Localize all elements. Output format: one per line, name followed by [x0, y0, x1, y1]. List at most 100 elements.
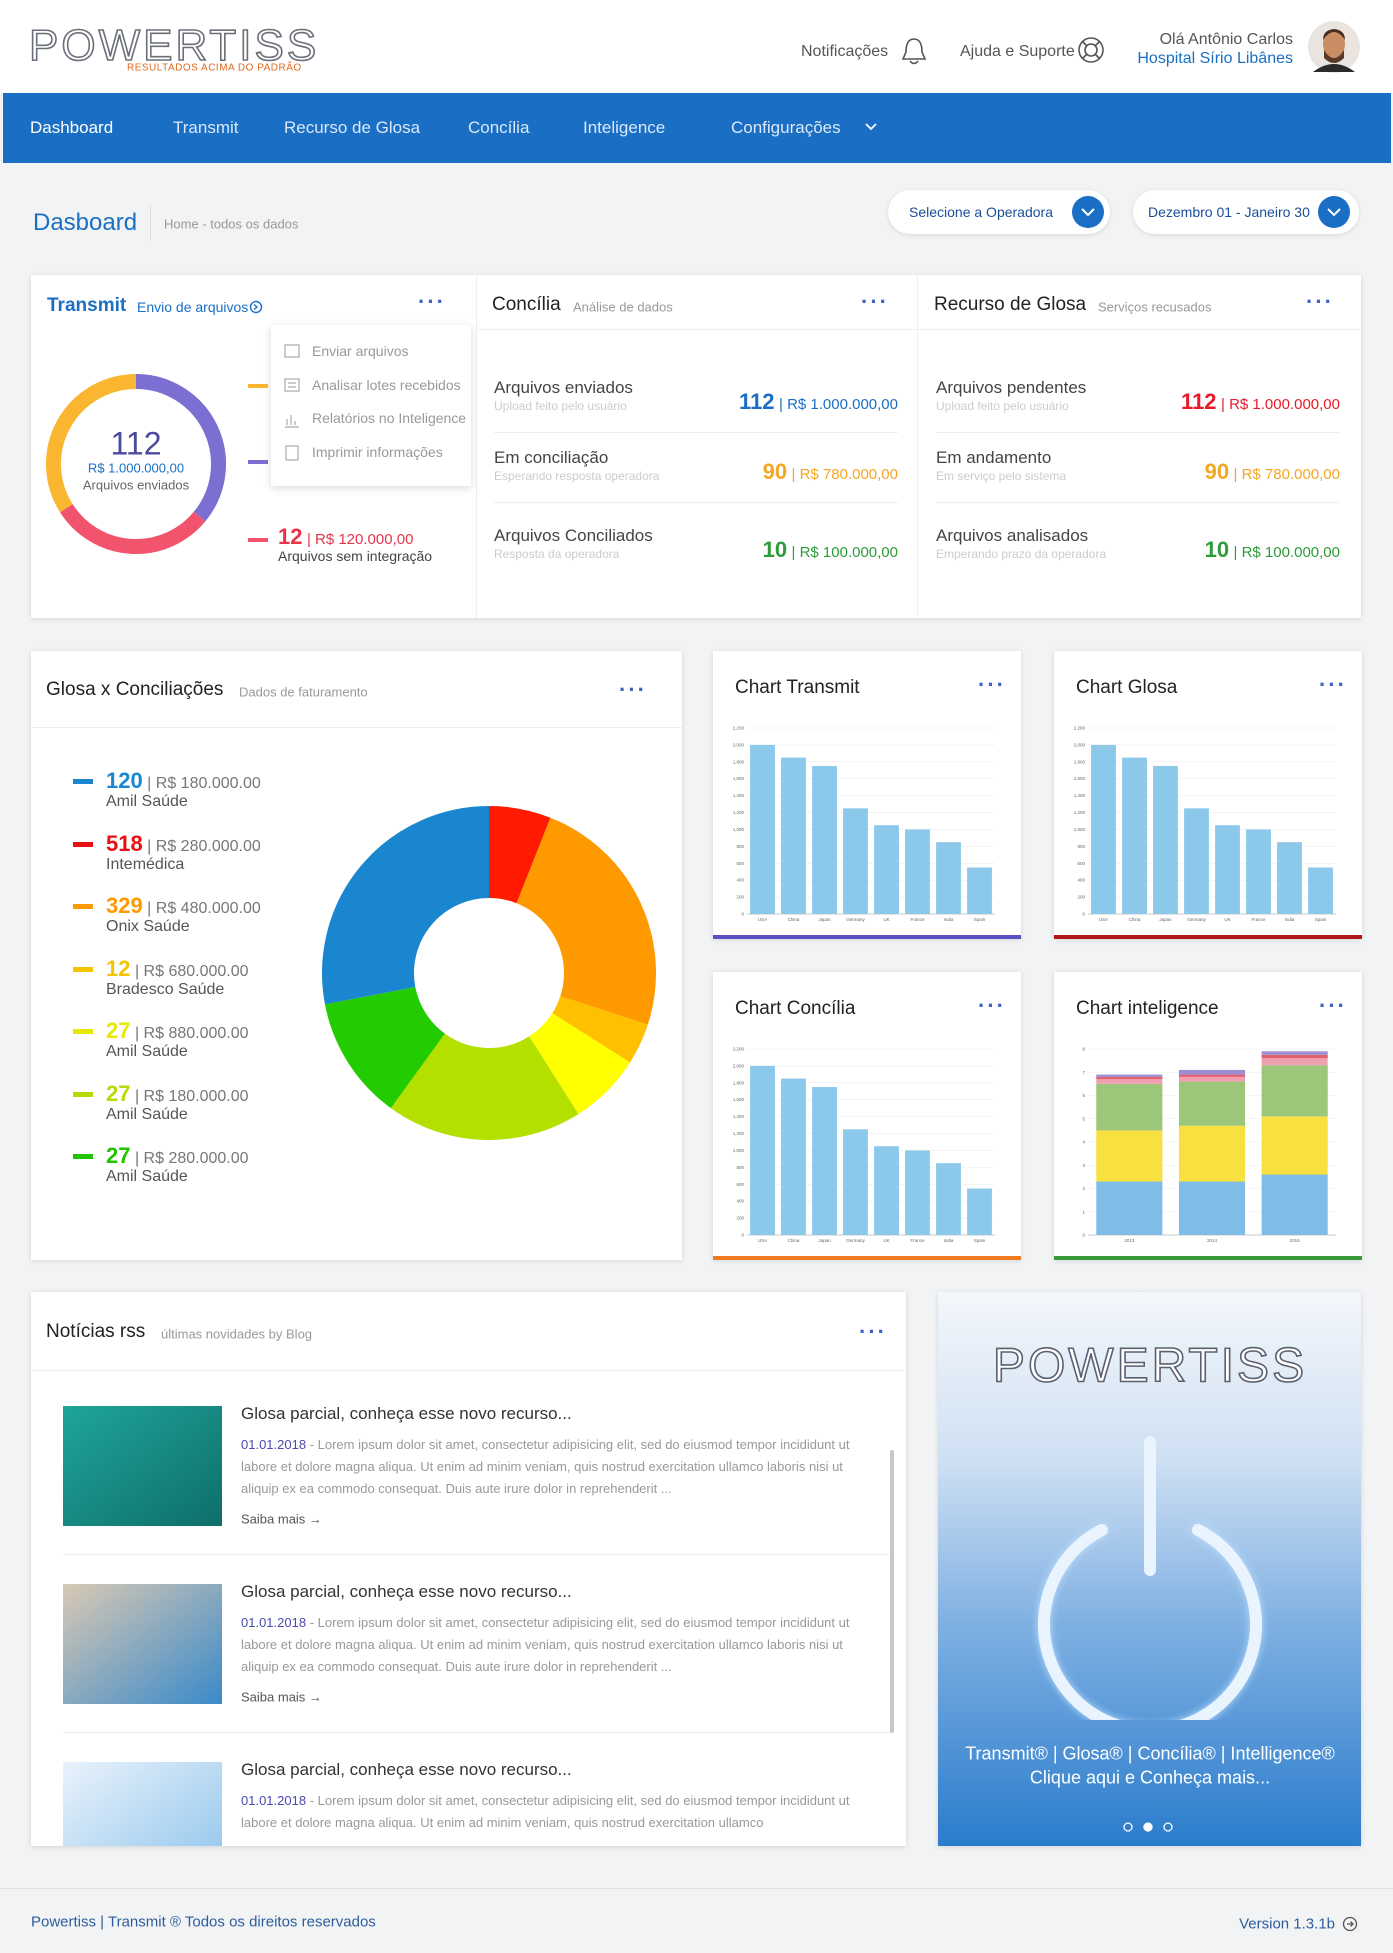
menu-item[interactable]: Imprimir informações [312, 444, 443, 460]
more-button[interactable]: ··· [418, 289, 446, 315]
carousel-dots[interactable] [1120, 1820, 1180, 1834]
row-label: Arquivos Conciliados [494, 526, 653, 545]
nav-item[interactable]: Inteligence [583, 118, 666, 137]
notifications[interactable]: Notificações [801, 43, 889, 60]
bar [781, 1078, 806, 1235]
scrollbar[interactable] [890, 1450, 894, 1733]
bar-segment [1096, 1083, 1163, 1131]
bar-segment [1261, 1174, 1328, 1235]
bar [905, 829, 930, 914]
bar [967, 1188, 992, 1235]
more-button[interactable]: ··· [1306, 289, 1334, 315]
chart-title: Chart inteligence [1076, 998, 1219, 1019]
row-value: 90 | R$ 780.000,00 [1205, 459, 1340, 485]
bar [905, 1150, 930, 1235]
legend-line: 12 | R$ 120.000,00 [278, 524, 413, 550]
header [0, 0, 1393, 93]
mini-chart: 0 1 2 3 4 5 6 7 8 2013 2014 2015 [1082, 1047, 1336, 1243]
news-date: 01.01.2018 [241, 1793, 307, 1808]
nav-item[interactable]: Dashboard [30, 118, 114, 137]
nav-item[interactable]: Concília [468, 118, 530, 137]
row-count: 90 [762, 459, 788, 484]
hospital: Hospital Sírio Libânes [1137, 50, 1293, 67]
menu-item[interactable]: Analisar lotes recebidos [312, 377, 461, 393]
news-link[interactable]: Saiba mais → [241, 1511, 322, 1527]
version-icon[interactable] [1342, 1916, 1358, 1932]
menu-item[interactable]: Enviar arquivos [312, 343, 409, 359]
x-tick-label: Germany [1187, 917, 1206, 922]
help[interactable]: Ajuda e Suporte [960, 43, 1075, 60]
logo[interactable]: POWERTISS [28, 20, 320, 71]
legend-amount: | R$ 680.000.00 [134, 962, 249, 980]
bell-icon[interactable] [900, 36, 928, 66]
bar-segment [1178, 1125, 1246, 1182]
card-subtitle[interactable]: Envio de arquivos [137, 299, 249, 315]
y-tick-label: 1,600 [733, 1097, 745, 1102]
avatar[interactable] [1307, 20, 1361, 74]
row-sub: Em serviço pelo sistema [936, 469, 1067, 483]
more-button[interactable]: ··· [859, 1319, 887, 1345]
x-tick-label: India [1285, 917, 1295, 922]
row-label: Em andamento [936, 448, 1052, 467]
support-icon[interactable] [1077, 36, 1105, 64]
y-tick-label: 1,000 [1074, 827, 1086, 832]
y-tick-label: 200 [736, 1216, 744, 1221]
legend-amount: | R$ 880.000.00 [134, 1025, 249, 1042]
row-amount: | R$ 780.000,00 [791, 466, 898, 483]
promo-products: Transmit® | Glosa® | Concília® | Intelli… [965, 1743, 1335, 1764]
chevron[interactable] [864, 122, 878, 132]
more-button[interactable]: ··· [1319, 993, 1347, 1019]
y-tick-label: 800 [1077, 844, 1085, 849]
image-fill [63, 1406, 222, 1526]
y-tick-label: 5 [1082, 1116, 1085, 1121]
select-button[interactable] [1071, 195, 1105, 229]
promo-cta[interactable]: Clique aqui e Conheça mais... [1029, 1767, 1271, 1788]
bar-segment [1096, 1076, 1163, 1080]
nav-item[interactable]: Recurso de Glosa [284, 118, 421, 137]
more-button[interactable]: ··· [1319, 672, 1347, 698]
summary-card [31, 275, 1361, 618]
y-tick-label: 400 [736, 1199, 744, 1204]
legend-swatch [73, 966, 93, 972]
news-date: 01.01.2018 [241, 1615, 307, 1630]
news-link[interactable]: Saiba mais → [241, 1689, 322, 1705]
legend-swatch [73, 904, 93, 909]
select-button[interactable] [1317, 195, 1351, 229]
more-button[interactable]: ··· [861, 289, 889, 315]
nav-item[interactable]: Transmit [173, 118, 239, 137]
y-tick-label: 0 [741, 1233, 744, 1238]
news-text: 01.01.2018 - Lorem ipsum dolor sit amet,… [241, 1434, 851, 1500]
y-tick-label: 0 [741, 912, 744, 917]
donut-segment [551, 994, 648, 1063]
news-title: Glosa parcial, conheça esse novo recurso… [241, 1582, 572, 1601]
arrow-icon[interactable] [249, 300, 263, 314]
menu-item[interactable]: Relatórios no Inteligence [312, 410, 467, 426]
x-tick-label: India [944, 917, 954, 922]
y-tick-label: 1,000 [733, 827, 745, 832]
more-button[interactable]: ··· [978, 993, 1006, 1019]
y-tick-label: 1,400 [733, 793, 745, 798]
row-value: 10 | R$ 100.000,00 [763, 537, 898, 563]
donut-segment [322, 806, 491, 1005]
bar-segment [1261, 1065, 1328, 1117]
divider [150, 205, 151, 241]
x-tick-label: 2013 [1124, 1238, 1135, 1243]
bar-segment [1178, 1181, 1246, 1235]
y-tick-label: 1,400 [733, 1114, 745, 1119]
row-count: 10 [1204, 537, 1230, 562]
mini-chart: 0 200 400 600 800 1,000 1,200 1,400 1,600 1,800 2,… [733, 1047, 995, 1243]
page-title: Dasboard [33, 209, 138, 236]
news-date: 01.01.2018 [241, 1437, 307, 1452]
breadcrumb[interactable]: Home - todos os dados [164, 216, 299, 232]
legend-line: 120 | R$ 180.000.00 [106, 768, 261, 794]
bar [812, 766, 837, 914]
mini-chart: 0 200 400 600 800 1,000 1,200 1,400 1,600 1,800 2,… [1074, 726, 1336, 922]
donut-segment [60, 504, 206, 554]
y-tick-label: 3 [1082, 1163, 1085, 1168]
more-button[interactable]: ··· [619, 677, 647, 703]
more-button[interactable]: ··· [978, 672, 1006, 698]
bar-segment [1261, 1051, 1328, 1055]
y-tick-label: 1,600 [733, 776, 745, 781]
nav-item[interactable]: Configurações [731, 118, 841, 137]
